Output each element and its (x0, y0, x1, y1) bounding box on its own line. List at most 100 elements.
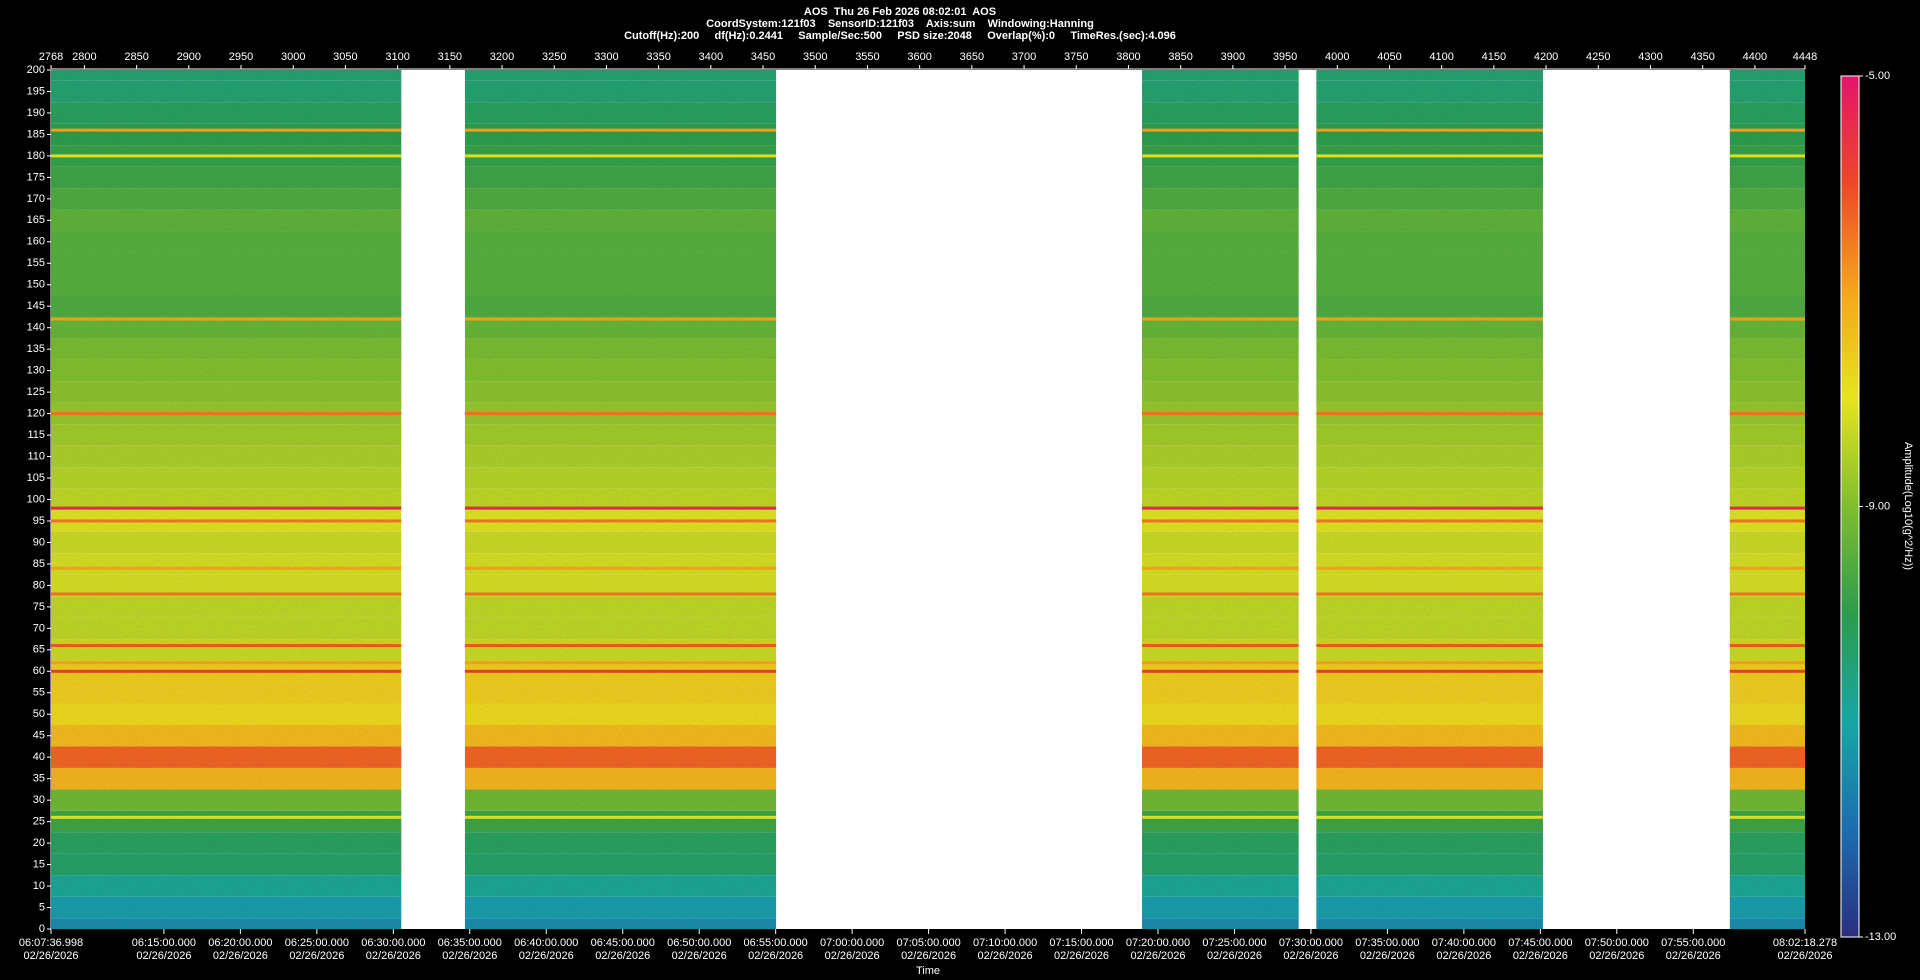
x2-tick-label: 3750 (1064, 51, 1088, 63)
x-axis-label: Time (916, 965, 940, 977)
x2-tick-label: 3450 (751, 51, 775, 63)
y-tick-label: 200 (27, 64, 45, 76)
noise-texture (1729, 70, 1805, 929)
x2-tick-label: 2768 (39, 51, 63, 63)
y-tick-label: 175 (27, 171, 45, 183)
x-tick-label: 08:02:18.278 (1773, 937, 1837, 949)
x-tick-date: 02/26/2026 (978, 950, 1033, 962)
x-tick-label: 06:07:36.998 (19, 937, 83, 949)
x2-tick-label: 3950 (1273, 51, 1297, 63)
y-tick-label: 95 (33, 515, 45, 527)
colorbar (1840, 75, 1860, 938)
x2-tick-label: 3700 (1012, 51, 1036, 63)
x-tick-date: 02/26/2026 (1589, 950, 1644, 962)
x-tick-label: 07:00:00.000 (820, 937, 884, 949)
segment (1142, 70, 1299, 929)
x2-tick-label: 4000 (1325, 51, 1349, 63)
x-tick-date: 02/26/2026 (1666, 950, 1721, 962)
x-tick-date: 02/26/2026 (1777, 950, 1832, 962)
segment (51, 70, 402, 929)
y-tick-label: 120 (27, 408, 45, 420)
x2-tick-label: 3350 (646, 51, 670, 63)
x2-tick-label: 3150 (438, 51, 462, 63)
x-tick-label: 07:30:00.000 (1279, 937, 1343, 949)
x-tick-label: 06:55:00.000 (744, 937, 808, 949)
x2-tick-label: 3550 (855, 51, 879, 63)
x2-tick-label: 2950 (229, 51, 253, 63)
x2-tick-label: 3300 (594, 51, 618, 63)
y-tick-label: 5 (39, 901, 45, 913)
x-tick-label: 07:15:00.000 (1049, 937, 1113, 949)
x-tick-date: 02/26/2026 (1360, 950, 1415, 962)
x2-tick-label: 3200 (490, 51, 514, 63)
x2-tick-label: 4050 (1377, 51, 1401, 63)
y-tick-label: 45 (33, 730, 45, 742)
x-tick-date: 02/26/2026 (1513, 950, 1568, 962)
x2-tick-label: 4150 (1482, 51, 1506, 63)
noise-texture (1316, 70, 1543, 929)
y-tick-label: 50 (33, 708, 45, 720)
x2-tick-label: 4448 (1793, 51, 1817, 63)
y-tick-label: 105 (27, 472, 45, 484)
x2-tick-label: 3600 (907, 51, 931, 63)
colorbar-tick-label: -13.00 (1865, 931, 1896, 943)
y-tick-label: 80 (33, 579, 45, 591)
y-tick-label: 30 (33, 794, 45, 806)
y-tick-label: 75 (33, 601, 45, 613)
x2-tick-label: 3000 (281, 51, 305, 63)
y-tick-label: 140 (27, 322, 45, 334)
x2-tick-label: 4200 (1534, 51, 1558, 63)
x2-tick-label: 2900 (177, 51, 201, 63)
y-tick-label: 165 (27, 214, 45, 226)
noise-texture (1142, 70, 1299, 929)
chart-title: AOS Thu 26 Feb 2026 08:02:01 AOS (804, 6, 996, 18)
x2-tick-label: 4400 (1743, 51, 1767, 63)
y-tick-label: 100 (27, 493, 45, 505)
x-tick-date: 02/26/2026 (748, 950, 803, 962)
y-tick-label: 20 (33, 837, 45, 849)
x2-tick-label: 3900 (1221, 51, 1245, 63)
x2-tick-label: 3050 (333, 51, 357, 63)
y-tick-label: 170 (27, 193, 45, 205)
y-tick-label: 0 (39, 923, 45, 935)
chart-subtitle: CoordSystem:121f03 SensorID:121f03 Axis:… (706, 18, 1094, 30)
y-tick-label: 35 (33, 773, 45, 785)
x-tick-label: 07:20:00.000 (1126, 937, 1190, 949)
y-tick-label: 160 (27, 236, 45, 248)
x2-tick-label: 4300 (1638, 51, 1662, 63)
x-tick-label: 06:20:00.000 (208, 937, 272, 949)
x-tick-date: 02/26/2026 (136, 950, 191, 962)
y-tick-label: 190 (27, 107, 45, 119)
x-tick-date: 02/26/2026 (901, 950, 956, 962)
y-tick-label: 195 (27, 85, 45, 97)
y-tick-label: 110 (27, 450, 45, 462)
x-tick-label: 07:55:00.000 (1661, 937, 1725, 949)
x-tick-label: 07:05:00.000 (896, 937, 960, 949)
x-tick-date: 02/26/2026 (289, 950, 344, 962)
x2-tick-label: 3100 (385, 51, 409, 63)
y-tick-label: 60 (33, 665, 45, 677)
x-tick-date: 02/26/2026 (213, 950, 268, 962)
y-tick-label: 10 (33, 880, 45, 892)
y-tick-label: 185 (27, 128, 45, 140)
x-tick-date: 02/26/2026 (519, 950, 574, 962)
x2-tick-label: 4100 (1429, 51, 1453, 63)
y-tick-label: 25 (33, 816, 45, 828)
x2-tick-label: 3850 (1168, 51, 1192, 63)
x-tick-date: 02/26/2026 (366, 950, 421, 962)
y-tick-label: 40 (33, 751, 45, 763)
colorbar-tick-label: -5.00 (1865, 70, 1890, 82)
x-tick-label: 06:40:00.000 (514, 937, 578, 949)
x-tick-label: 06:45:00.000 (591, 937, 655, 949)
x-tick-label: 07:45:00.000 (1508, 937, 1572, 949)
segment (1729, 70, 1805, 929)
y-tick-label: 135 (27, 343, 45, 355)
colorbar-label: Amplitude(Log10(g^2/Hz)) (1902, 442, 1914, 570)
x2-tick-label: 2850 (124, 51, 148, 63)
segment (1316, 70, 1543, 929)
x-tick-label: 07:50:00.000 (1585, 937, 1649, 949)
y-tick-label: 155 (27, 257, 45, 269)
x-tick-date: 02/26/2026 (1054, 950, 1109, 962)
y-tick-label: 55 (33, 687, 45, 699)
